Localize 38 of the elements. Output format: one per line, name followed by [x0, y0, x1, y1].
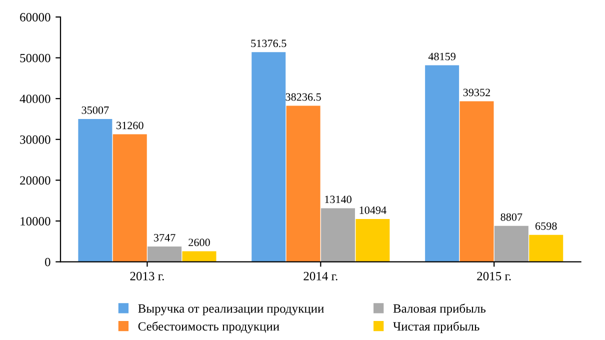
bar — [425, 65, 460, 262]
bar — [252, 52, 286, 262]
legend-label: Себестоимость продукции — [138, 322, 280, 334]
y-tick-label: 40000 — [20, 94, 50, 104]
x-tick-label: 2014 г. — [304, 272, 338, 280]
data-label: 6598 — [535, 222, 557, 230]
y-tick-label: 50000 — [20, 54, 50, 62]
legend-label: Выручка от реализации продукции — [138, 304, 324, 316]
x-tick-label: 2013 г. — [130, 272, 164, 280]
bar — [320, 208, 355, 262]
data-label: 10494 — [360, 206, 386, 214]
bar — [286, 106, 320, 262]
data-label: 8807 — [500, 213, 522, 221]
bar — [460, 101, 494, 262]
bar — [356, 218, 390, 262]
data-label: 3747 — [154, 234, 176, 242]
bar — [494, 226, 528, 262]
data-label: 31260 — [116, 122, 144, 130]
data-label: 13140 — [325, 196, 352, 204]
y-tick-label: 20000 — [20, 176, 50, 185]
data-label: 38236.5 — [286, 93, 321, 101]
y-tick-label: 10000 — [20, 217, 50, 226]
y-tick-label: 30000 — [20, 135, 50, 144]
data-label: 51376.5 — [251, 40, 286, 48]
x-tick-label: 2015 г. — [477, 272, 511, 280]
bar — [148, 246, 182, 262]
data-label: 39352 — [463, 88, 490, 96]
bar — [112, 134, 147, 262]
data-label: 2600 — [188, 238, 210, 246]
bar — [529, 234, 564, 262]
bar — [182, 251, 216, 262]
data-label: 35007 — [82, 106, 109, 114]
legend-label: Валовая прибыль — [393, 304, 486, 316]
legend-label: Чистая прибыль — [393, 322, 480, 334]
data-label: 48159 — [428, 52, 456, 60]
y-tick-label: 0 — [45, 258, 50, 266]
bar — [78, 118, 112, 262]
y-tick-label: 60000 — [20, 13, 50, 22]
